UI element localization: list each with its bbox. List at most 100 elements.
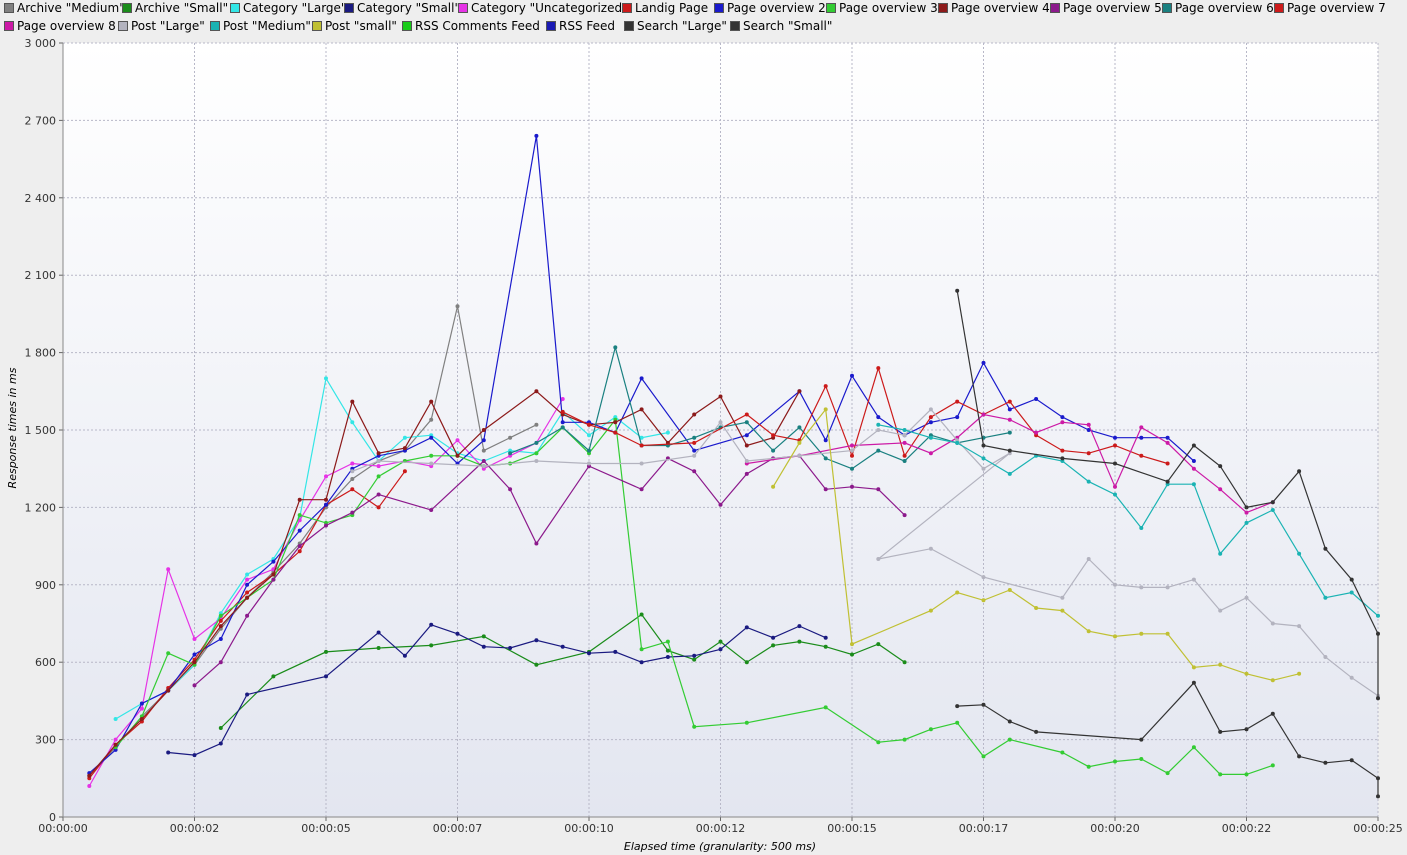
data-point: [534, 638, 539, 643]
data-point: [955, 440, 960, 445]
legend-item: Page overview 2: [714, 0, 826, 17]
data-point: [481, 634, 486, 639]
data-point: [324, 523, 328, 528]
data-point: [376, 464, 381, 469]
series-line: [957, 681, 1379, 797]
data-point: [981, 360, 986, 365]
data-point: [1060, 415, 1065, 420]
data-point: [587, 433, 591, 438]
data-point: [902, 428, 907, 432]
data-point: [665, 430, 670, 435]
data-point: [455, 304, 460, 309]
data-point: [1244, 510, 1249, 515]
data-point: [876, 557, 881, 561]
data-point: [560, 397, 565, 401]
data-point: [1113, 461, 1117, 466]
data-point: [271, 577, 276, 582]
series-14: [876, 422, 1380, 618]
legend-label: Search "Small": [743, 19, 833, 33]
data-point: [376, 459, 381, 463]
x-tick-label: 00:00:10: [564, 822, 613, 835]
data-point: [192, 660, 197, 665]
data-point: [376, 630, 381, 635]
data-point: [534, 133, 539, 138]
data-point: [823, 407, 828, 412]
data-point: [902, 513, 907, 518]
data-point: [902, 660, 907, 665]
data-point: [1034, 606, 1039, 610]
data-point: [692, 453, 697, 458]
data-point: [192, 637, 197, 641]
data-point: [1034, 729, 1039, 734]
data-point: [481, 428, 486, 432]
data-point: [1007, 588, 1012, 592]
data-point: [376, 492, 381, 497]
data-point: [350, 420, 355, 425]
legend-item: Post "small": [312, 18, 397, 35]
data-point: [1113, 759, 1117, 764]
data-point: [218, 660, 223, 665]
data-point: [928, 727, 933, 732]
data-point: [718, 647, 723, 652]
legend-label: Category "Uncategorized": [471, 1, 628, 15]
data-point: [744, 720, 749, 725]
series-line: [878, 424, 1379, 617]
data-point: [928, 546, 933, 551]
data-point: [245, 590, 250, 595]
y-tick-label: 3 000: [25, 37, 57, 50]
data-point: [481, 459, 486, 463]
legend-swatch: [312, 21, 322, 31]
legend-swatch: [938, 3, 948, 13]
data-point: [850, 443, 854, 448]
data-point: [1139, 757, 1144, 761]
data-point: [955, 720, 960, 725]
data-point: [1218, 487, 1223, 492]
data-point: [350, 477, 355, 481]
data-point: [534, 459, 539, 463]
data-point: [508, 487, 513, 492]
data-point: [534, 389, 539, 394]
data-point: [1165, 440, 1170, 445]
data-point: [955, 288, 960, 293]
data-point: [1086, 629, 1091, 634]
data-point: [87, 784, 92, 788]
data-point: [429, 622, 434, 627]
data-point: [744, 443, 749, 448]
data-point: [429, 417, 434, 422]
data-point: [429, 399, 434, 404]
data-point: [981, 443, 986, 448]
data-point: [1007, 430, 1012, 435]
x-tick-label: 00:00:15: [827, 822, 876, 835]
legend-label: Page overview 4: [951, 1, 1050, 15]
legend-swatch: [714, 3, 724, 13]
data-point: [455, 631, 460, 636]
legend-item: Search "Small": [730, 18, 832, 35]
x-tick-label: 00:00:25: [1353, 822, 1402, 835]
data-point: [1191, 459, 1196, 463]
data-point: [744, 459, 749, 463]
data-point: [981, 575, 986, 580]
data-point: [1060, 448, 1065, 453]
y-tick-label: 2 100: [25, 269, 57, 282]
legend-item: Post "Medium": [210, 18, 311, 35]
data-point: [876, 415, 881, 420]
data-point: [376, 505, 381, 510]
data-point: [823, 438, 828, 443]
data-point: [166, 567, 171, 572]
data-point: [113, 742, 118, 747]
data-point: [665, 648, 670, 653]
data-point: [876, 422, 881, 427]
data-point: [1060, 456, 1065, 461]
legend-item: Page overview 5: [1050, 0, 1162, 17]
data-point: [744, 433, 749, 438]
x-axis-title: Elapsed time (granularity: 500 ms): [624, 840, 816, 853]
data-point: [1191, 665, 1196, 670]
data-point: [1113, 435, 1117, 440]
legend-swatch: [4, 3, 14, 13]
legend-item: Category "Uncategorized": [458, 0, 628, 17]
data-point: [297, 544, 302, 549]
x-tick-label: 00:00:22: [1222, 822, 1271, 835]
data-point: [1113, 484, 1117, 489]
data-point: [639, 376, 644, 381]
data-point: [718, 502, 723, 507]
